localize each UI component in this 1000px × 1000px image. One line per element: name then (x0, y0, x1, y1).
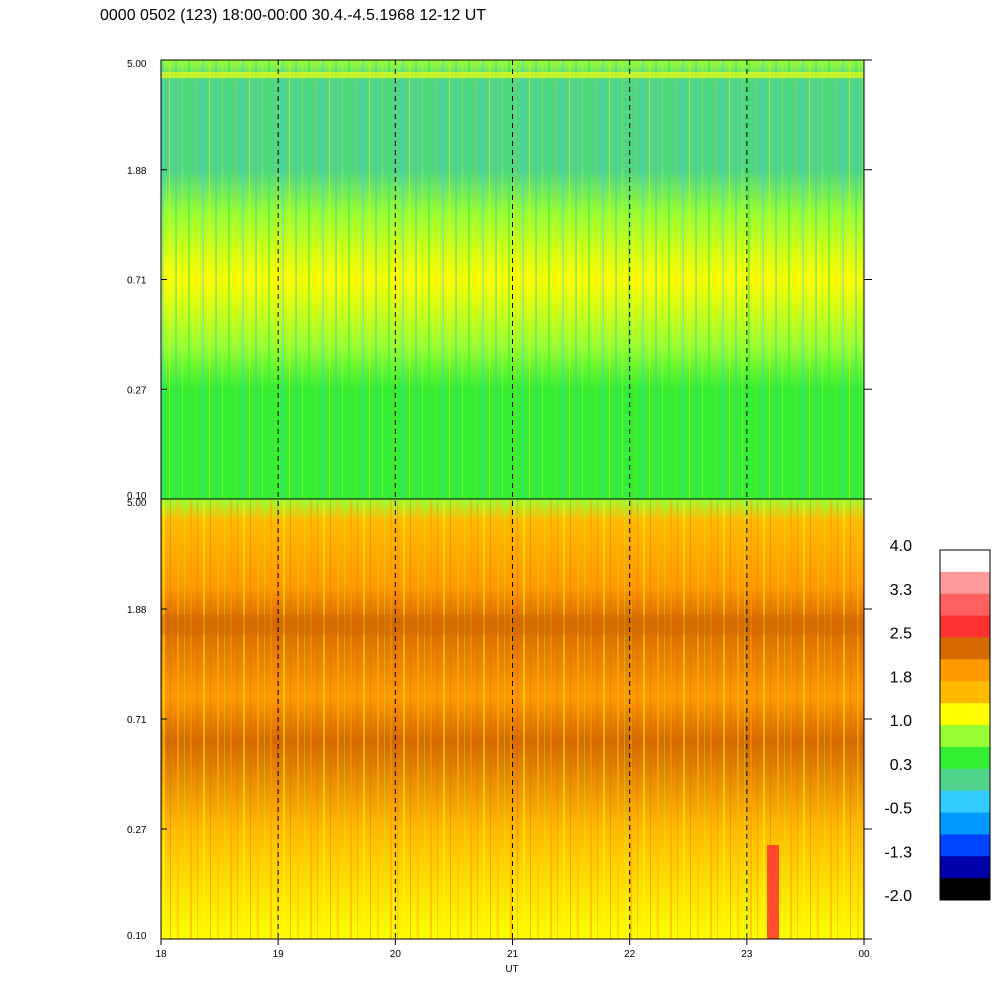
colorbar-swatch (940, 550, 990, 573)
colorbar-swatch (940, 703, 990, 726)
lower-ytick-label: 0.71 (127, 715, 147, 726)
lower-ytick-label: 5.00 (127, 498, 147, 509)
colorbar-tick-label: -1.3 (884, 844, 912, 861)
lower-panel-band (161, 615, 864, 635)
colorbar-swatch (940, 725, 990, 748)
chart-title: 0000 0502 (123) 18:00-00:00 30.4.-4.5.19… (100, 7, 486, 24)
xtick-label: 21 (507, 949, 519, 960)
upper-ytick-label: 0.71 (127, 276, 147, 287)
colorbar-swatch (940, 834, 990, 857)
upper-ytick-label: 5.00 (127, 59, 147, 70)
upper-ytick-label: 0.27 (127, 385, 147, 396)
colorbar-tick-label: 4.0 (890, 538, 912, 555)
colorbar-swatch (940, 659, 990, 682)
colorbar-swatch (940, 856, 990, 879)
lower-ytick-label: 0.27 (127, 825, 147, 836)
xtick-label: 23 (741, 949, 753, 960)
colorbar-swatch (940, 681, 990, 704)
time-gridlines (277, 60, 748, 939)
colorbar-swatch (940, 746, 990, 770)
upper-ytick-label: 0.10 (127, 491, 147, 502)
colorbar-tick-label: 1.0 (890, 713, 912, 730)
colorbar-swatch (940, 571, 990, 595)
colorbar-swatch (940, 768, 990, 792)
x-axis-label: UT (505, 964, 518, 975)
colorbar-tick-label: 1.8 (890, 669, 912, 686)
colorbar: 4.0 3.3 2.5 1.8 1.0 0.3 -0.5 -1.3 -2.0 (884, 538, 991, 905)
xtick-label: 22 (624, 949, 636, 960)
xtick-label: 00 (858, 949, 870, 960)
colorbar-tick-label: 0.3 (890, 757, 912, 774)
colorbar-frame (939, 549, 991, 901)
colorbar-tick-label: 2.5 (890, 626, 912, 643)
xtick-label: 20 (390, 949, 402, 960)
colorbar-swatch (940, 878, 990, 901)
colorbar-tick-label: -0.5 (884, 801, 912, 818)
lower-ytick-label: 0.10 (127, 931, 147, 942)
colorbar-swatch (940, 790, 990, 813)
colorbar-tick-label: -2.0 (884, 888, 912, 905)
lower-ytick-label: 1.88 (127, 605, 147, 616)
colorbar-swatch (940, 637, 990, 660)
upper-panel-bright-band (161, 72, 864, 78)
x-axis-ticks: 18 19 20 21 22 23 00 (155, 939, 870, 960)
upper-ytick-label: 1.88 (127, 166, 147, 177)
colorbar-swatch (940, 615, 990, 638)
lower-panel-red-burst (767, 845, 779, 939)
colorbar-tick-label: 3.3 (890, 582, 912, 599)
colorbar-swatch (940, 812, 990, 835)
y-axis-ticks: 5.001.880.710.270.105.001.880.710.270.10 (127, 59, 872, 942)
xtick-label: 19 (273, 949, 285, 960)
colorbar-swatch (940, 593, 990, 617)
xtick-label: 18 (155, 949, 167, 960)
